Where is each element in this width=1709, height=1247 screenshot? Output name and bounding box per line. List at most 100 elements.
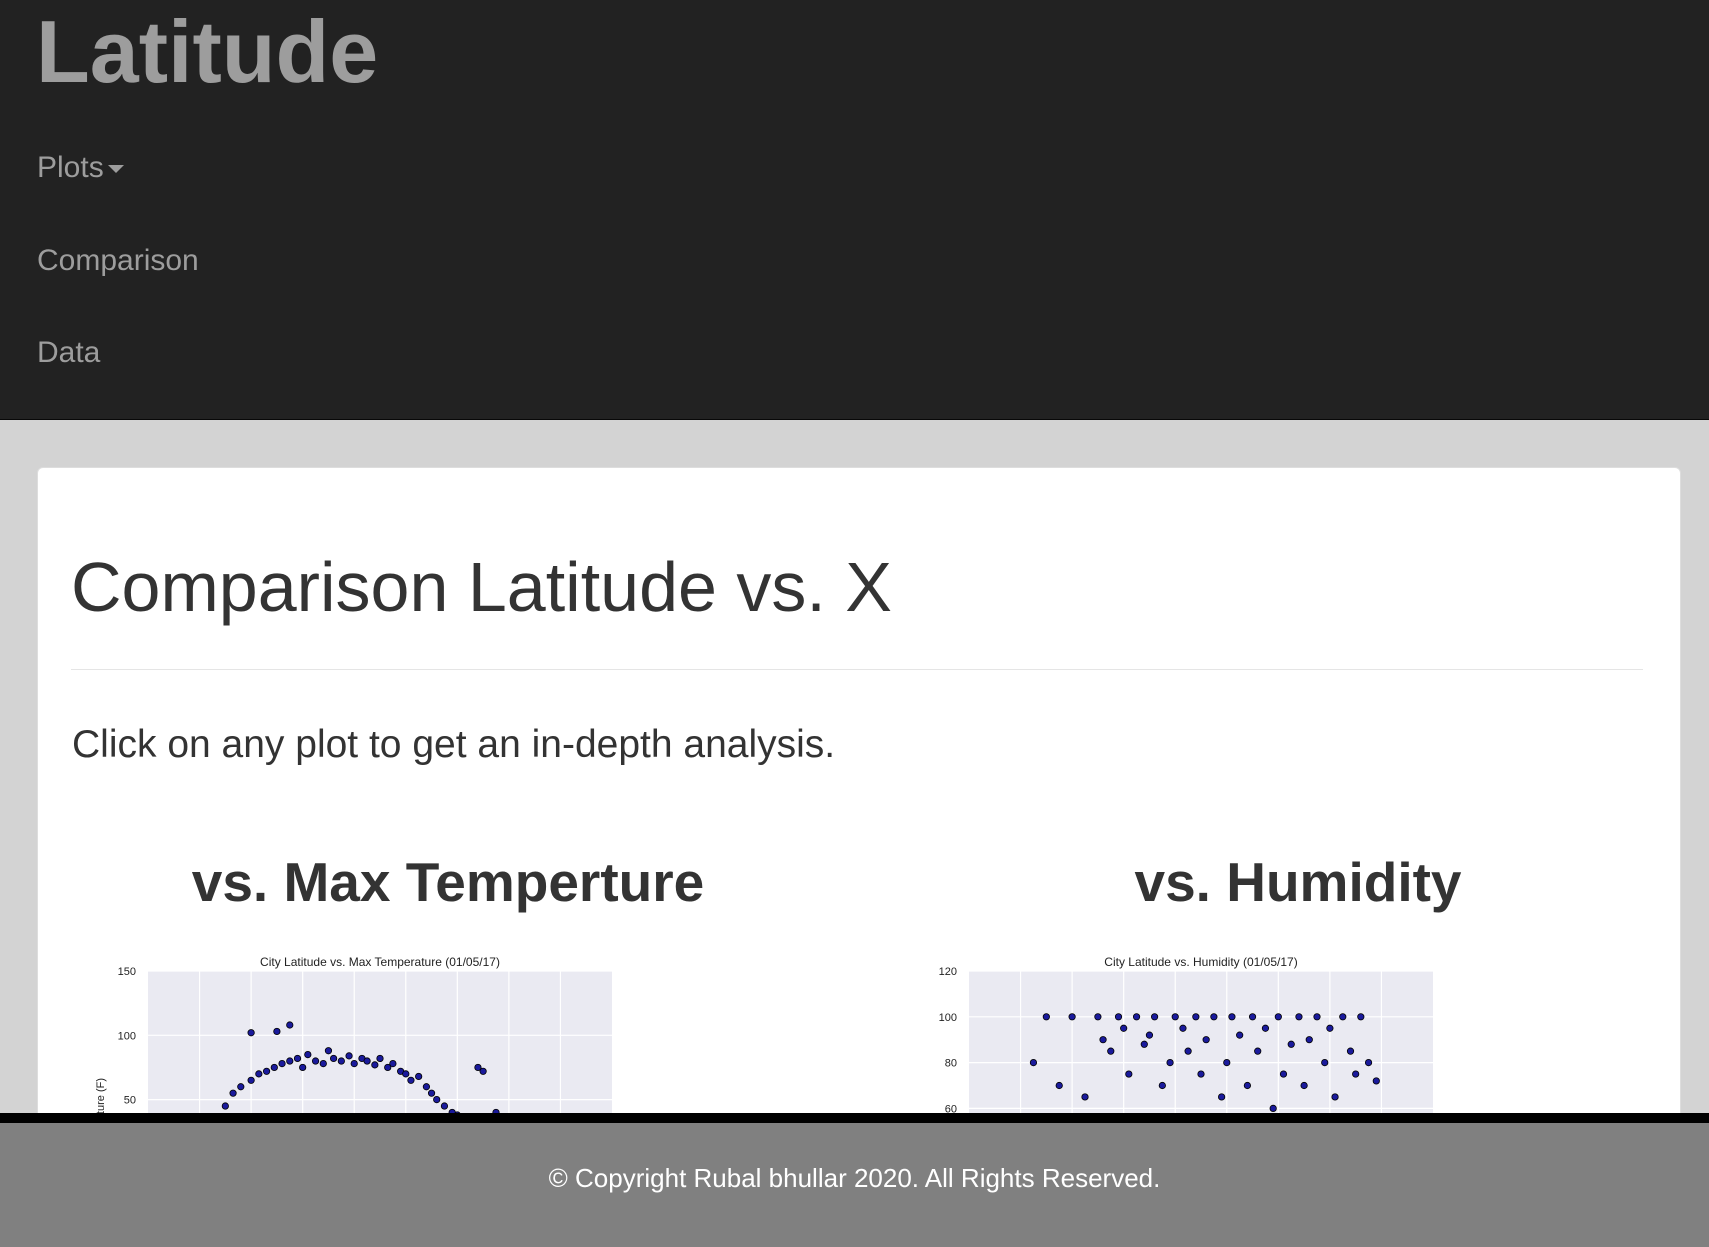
scatter-point [1197,1070,1205,1078]
scatter-point [1287,1040,1295,1048]
scatter-point [1125,1070,1133,1078]
scatter-point [407,1076,415,1084]
divider [71,669,1643,670]
scatter-point [1236,1031,1244,1039]
plot-heading: vs. Humidity [1134,851,1462,913]
nav-plots-label: Plots [37,151,104,184]
intro-text: Click on any plot to get an in-depth ana… [72,723,836,766]
scatter-point [345,1052,353,1060]
scatter-point [270,1063,278,1072]
scatter-point [479,1067,487,1075]
scatter-point [1107,1047,1115,1055]
navbar: Latitude Plots Comparison Data [0,0,1709,420]
scatter-point [1171,1013,1179,1021]
scatter-point [422,1083,430,1091]
scatter-point [1166,1058,1174,1067]
y-tick-label: 80 [945,1058,957,1070]
plot-title: City Latitude vs. Humidity (01/05/17) [1104,955,1297,969]
scatter-point [1254,1047,1262,1055]
scatter-point [1029,1058,1038,1067]
scatter-point [1261,1024,1270,1032]
scatter-point [1313,1013,1321,1021]
scatter-point [1326,1024,1334,1032]
scatter-point [229,1089,237,1097]
scatter-point [1372,1077,1380,1085]
scatter-point [1357,1013,1365,1021]
scatter-point [1140,1040,1148,1048]
scatter-point [1068,1013,1076,1021]
page-title: Comparison Latitude vs. X [71,548,892,626]
scatter-point [1114,1013,1123,1021]
scatter-point [389,1059,397,1068]
scatter-point [247,1076,255,1084]
footer-border [0,1113,1709,1123]
scatter-point [1352,1070,1360,1078]
scatter-point [286,1021,294,1029]
scatter-point [1120,1024,1128,1032]
scatter-point [319,1059,327,1068]
scatter-point [1055,1081,1063,1090]
scatter-point [1081,1093,1089,1101]
scatter-point [1321,1058,1329,1067]
scatter-point [299,1063,307,1072]
scatter-point [1223,1058,1231,1067]
scatter-point [1210,1013,1218,1021]
scatter-point [1202,1036,1210,1044]
scatter-point [1295,1013,1303,1021]
scatter-point [1300,1081,1308,1090]
scatter-point [427,1089,436,1097]
scatter-point [221,1102,229,1110]
scatter-point [304,1050,312,1059]
scatter-point [1184,1047,1192,1055]
nav-plots[interactable]: Plots [37,150,124,186]
scatter-point [1331,1093,1339,1101]
scatter-point [311,1057,320,1065]
scatter-point [237,1083,245,1091]
y-tick-label: 150 [118,966,136,978]
scatter-point [255,1070,263,1078]
y-tick-label: 120 [939,966,957,978]
scatter-point [329,1054,338,1063]
scatter-point [371,1061,379,1069]
scatter-point [286,1057,294,1065]
scatter-point [1364,1058,1373,1067]
nav-comparison[interactable]: Comparison [37,244,199,277]
scatter-point [247,1029,255,1037]
brand[interactable]: Latitude [36,2,379,101]
scatter-point [440,1102,449,1110]
scatter-point [384,1063,392,1072]
scatter-point [1269,1104,1277,1113]
scatter-point [433,1095,441,1104]
y-tick-label: 100 [939,1012,957,1024]
footer: © Copyright Rubal bhullar 2020. All Righ… [0,1123,1709,1247]
scatter-point [1339,1013,1347,1021]
scatter-point [1305,1036,1313,1044]
plot-heading: vs. Max Temperture [191,851,705,913]
scatter-point [293,1054,302,1063]
scatter-point [350,1059,358,1068]
scatter-point [376,1054,384,1063]
scatter-point [1228,1013,1236,1021]
scatter-point [1042,1013,1050,1021]
scatter-point [1192,1013,1200,1021]
scatter-point [278,1059,286,1068]
scatter-point [1094,1013,1102,1021]
nav-data[interactable]: Data [37,336,101,369]
scatter-point [1145,1031,1154,1039]
scatter-point [1151,1013,1159,1021]
y-tick-label: 60 [945,1103,957,1115]
scatter-point [402,1070,410,1078]
scatter-point [474,1063,482,1072]
scatter-point [1248,1013,1257,1021]
scatter-point [1274,1013,1282,1021]
scatter-point [363,1057,371,1065]
scatter-point [1179,1024,1187,1032]
scatter-point [1279,1070,1288,1078]
caret [107,165,124,174]
scatter-point [1243,1081,1252,1090]
scatter-point [1218,1093,1226,1101]
scatter-point [415,1072,423,1081]
scatter-point [1346,1047,1355,1055]
y-tick-label: 100 [118,1030,136,1042]
